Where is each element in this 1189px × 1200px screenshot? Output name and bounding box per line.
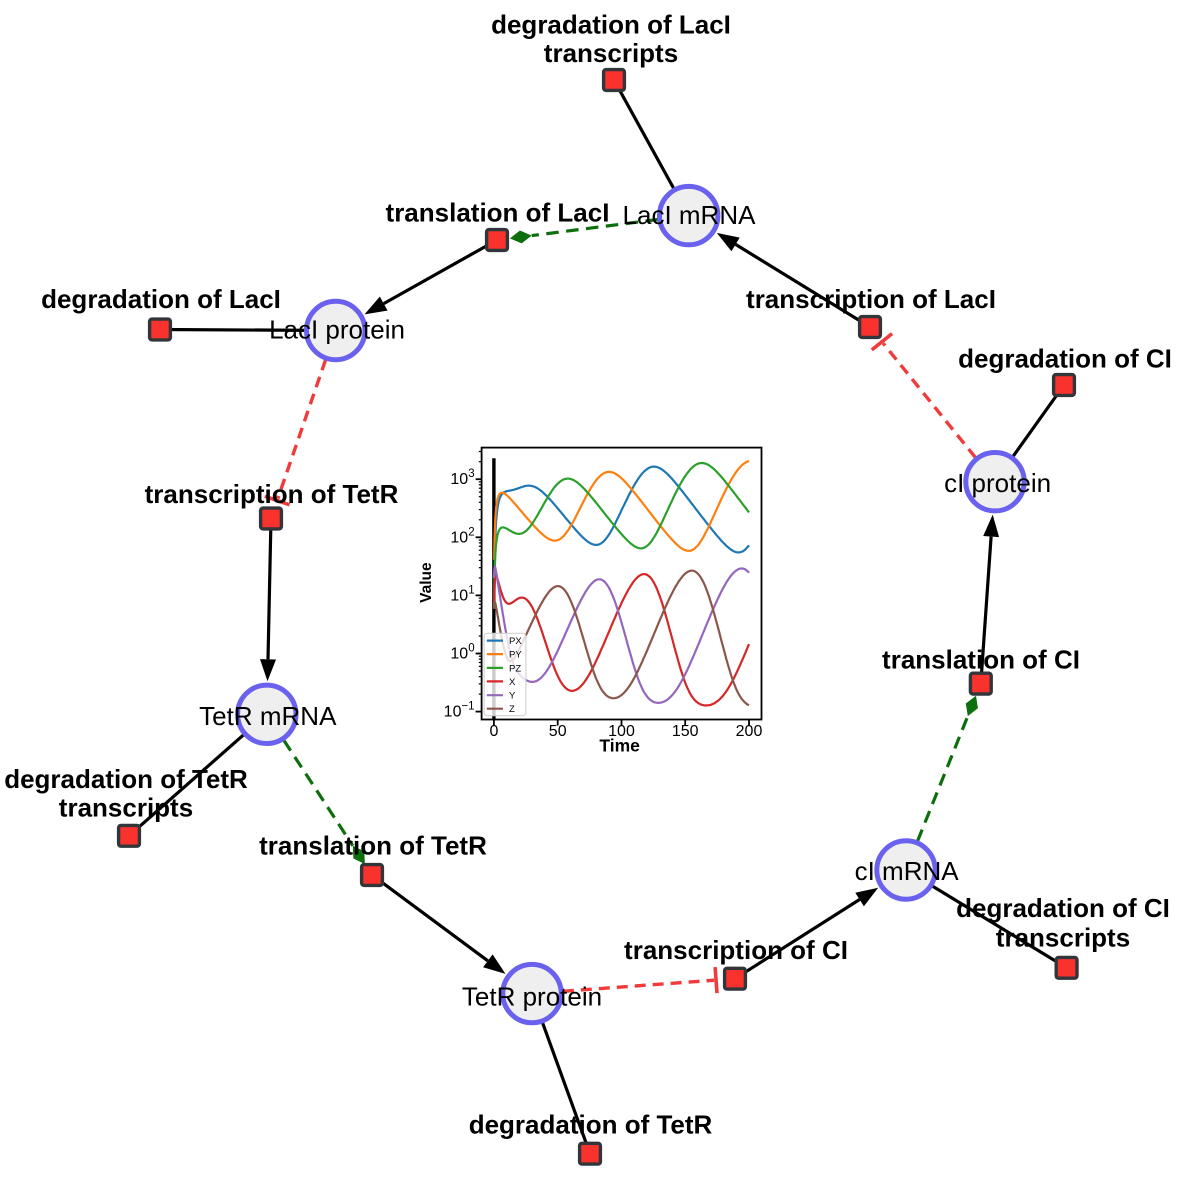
svg-text:Y: Y [509,691,516,702]
svg-text:transcription of CI: transcription of CI [624,935,848,965]
svg-text:PX: PX [509,636,522,647]
svg-text:transcripts: transcripts [59,793,193,823]
svg-text:Value: Value [418,562,435,603]
svg-text:transcription of TetR: transcription of TetR [145,479,399,509]
svg-text:LacI mRNA: LacI mRNA [623,200,757,230]
svg-text:TetR protein: TetR protein [462,982,602,1012]
svg-text:cI protein: cI protein [944,468,1051,498]
svg-text:degradation of LacI: degradation of LacI [491,10,731,40]
svg-text:150: 150 [672,723,699,740]
svg-text:translation of CI: translation of CI [882,644,1080,674]
svg-text:degradation of LacI: degradation of LacI [41,284,281,314]
svg-text:200: 200 [736,723,763,740]
svg-text:PZ: PZ [509,663,521,674]
svg-text:degradation of CI: degradation of CI [956,893,1170,923]
svg-text:PY: PY [509,650,522,661]
svg-text:cI mRNA: cI mRNA [855,856,960,886]
svg-text:transcription of LacI: transcription of LacI [746,284,996,314]
svg-text:transcripts: transcripts [996,923,1130,953]
svg-text:50: 50 [549,723,567,740]
svg-text:0: 0 [489,723,498,740]
svg-text:Z: Z [509,704,515,715]
svg-text:degradation of TetR: degradation of TetR [469,1109,713,1139]
svg-text:degradation of TetR: degradation of TetR [4,764,248,794]
svg-text:TetR mRNA: TetR mRNA [199,701,337,731]
svg-text:100: 100 [608,723,635,740]
svg-text:degradation of CI: degradation of CI [958,344,1172,374]
svg-text:X: X [509,677,516,688]
svg-text:LacI protein: LacI protein [269,315,405,345]
svg-text:Time: Time [599,735,640,755]
svg-text:translation of LacI: translation of LacI [386,197,610,227]
svg-text:transcripts: transcripts [544,38,678,68]
svg-text:translation of TetR: translation of TetR [259,830,487,860]
